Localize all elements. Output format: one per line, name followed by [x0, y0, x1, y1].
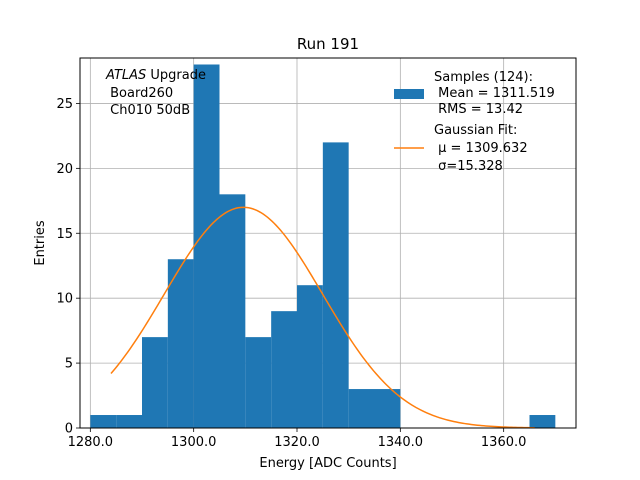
x-tick-label: 1320.0 — [274, 435, 320, 450]
legend-fit-sigma: σ=15.328 — [434, 159, 503, 174]
histogram-bar — [167, 259, 194, 428]
histogram-bar — [219, 194, 246, 428]
y-tick-label: 10 — [56, 292, 73, 307]
legend-samples-line-1: Samples (124): — [434, 70, 533, 85]
y-tick-label: 20 — [56, 162, 73, 177]
y-tick-label: 15 — [56, 227, 73, 242]
legend-samples-swatch — [394, 89, 424, 99]
histogram-bar — [245, 337, 272, 428]
legend-samples-line-2: Mean = 1311.519 — [434, 86, 555, 101]
gaussian-fit-curve — [110, 206, 535, 429]
y-tick-label: 5 — [65, 357, 73, 372]
annotation-atlas: ATLAS — [105, 68, 146, 83]
x-tick-label: 1280.0 — [68, 435, 114, 450]
x-tick-label: 1340.0 — [378, 435, 424, 450]
gaussian-fit-layer — [110, 206, 535, 429]
histogram-bar — [142, 337, 168, 428]
x-axis-label: Energy [ADC Counts] — [259, 456, 396, 471]
x-axis-ticks: 1280.0 1300.0 1320.0 1340.0 1360.0 — [68, 428, 527, 450]
annotation-line-1: ATLAS Upgrade — [105, 68, 206, 83]
legend-fit-header: Gaussian Fit: — [434, 123, 517, 138]
histogram-bar — [271, 311, 297, 428]
plot-frame — [79, 57, 577, 429]
annotation-line-2: Board260 — [106, 86, 173, 101]
x-tick-label: 1360.0 — [481, 435, 527, 450]
histogram-bar — [374, 389, 401, 428]
legend: Samples (124): Mean = 1311.519 RMS = 13.… — [394, 70, 555, 174]
histogram-bar — [348, 389, 375, 428]
annotation-upgrade: Upgrade — [146, 68, 206, 83]
detector-annotation: ATLAS Upgrade Board260 Ch010 50dB — [105, 68, 206, 118]
y-tick-label: 0 — [65, 422, 73, 437]
histogram-bar — [322, 142, 349, 428]
legend-samples-line-3: RMS = 13.42 — [434, 102, 523, 117]
histogram-bar — [90, 415, 117, 428]
y-tick-label: 25 — [56, 97, 73, 112]
chart-title: Run 191 — [297, 35, 359, 53]
y-axis-ticks: 0 5 10 15 20 25 — [56, 97, 80, 437]
histogram-bar — [297, 285, 323, 428]
histogram-bars — [90, 64, 556, 429]
histogram-bar — [116, 415, 142, 428]
annotation-line-3: Ch010 50dB — [106, 103, 190, 118]
legend-fit-mu: μ = 1309.632 — [434, 141, 528, 156]
histogram-bar — [529, 415, 556, 428]
x-tick-label: 1300.0 — [171, 435, 217, 450]
histogram-bar — [193, 64, 220, 429]
y-axis-label: Entries — [33, 220, 48, 266]
